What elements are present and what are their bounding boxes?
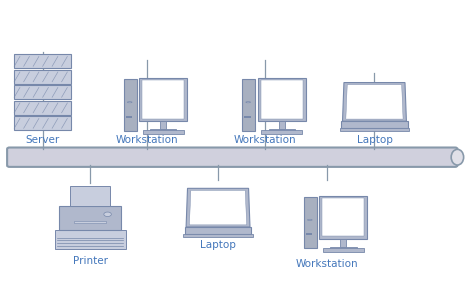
FancyBboxPatch shape xyxy=(262,130,302,134)
FancyBboxPatch shape xyxy=(142,80,184,119)
Polygon shape xyxy=(343,83,406,121)
FancyBboxPatch shape xyxy=(126,116,132,118)
FancyBboxPatch shape xyxy=(7,148,457,167)
FancyBboxPatch shape xyxy=(185,227,251,234)
Text: Workstation: Workstation xyxy=(296,259,358,269)
FancyBboxPatch shape xyxy=(160,121,166,129)
FancyBboxPatch shape xyxy=(261,80,303,119)
FancyBboxPatch shape xyxy=(14,117,71,130)
Polygon shape xyxy=(190,190,246,225)
Ellipse shape xyxy=(246,102,250,103)
FancyBboxPatch shape xyxy=(319,196,367,239)
Ellipse shape xyxy=(451,149,464,165)
FancyBboxPatch shape xyxy=(14,70,71,84)
FancyBboxPatch shape xyxy=(143,130,183,134)
FancyBboxPatch shape xyxy=(322,198,365,236)
FancyBboxPatch shape xyxy=(70,186,110,206)
FancyBboxPatch shape xyxy=(341,121,408,128)
Polygon shape xyxy=(186,188,250,227)
FancyBboxPatch shape xyxy=(183,234,253,237)
Ellipse shape xyxy=(128,102,132,103)
Text: Workstation: Workstation xyxy=(234,134,297,145)
FancyBboxPatch shape xyxy=(306,233,312,235)
FancyBboxPatch shape xyxy=(269,129,295,133)
Ellipse shape xyxy=(308,219,312,221)
Text: Laptop: Laptop xyxy=(356,134,392,145)
FancyBboxPatch shape xyxy=(258,78,306,121)
FancyBboxPatch shape xyxy=(74,221,106,223)
Text: Server: Server xyxy=(26,134,60,145)
FancyBboxPatch shape xyxy=(55,230,126,249)
FancyBboxPatch shape xyxy=(242,79,255,131)
FancyBboxPatch shape xyxy=(150,129,176,133)
FancyBboxPatch shape xyxy=(279,121,284,129)
FancyBboxPatch shape xyxy=(340,239,346,247)
FancyBboxPatch shape xyxy=(139,78,187,121)
Text: Workstation: Workstation xyxy=(116,134,178,145)
FancyBboxPatch shape xyxy=(124,79,137,131)
FancyBboxPatch shape xyxy=(14,55,71,68)
FancyBboxPatch shape xyxy=(59,206,121,230)
FancyBboxPatch shape xyxy=(14,101,71,115)
Ellipse shape xyxy=(104,212,111,217)
FancyBboxPatch shape xyxy=(330,247,356,250)
FancyBboxPatch shape xyxy=(304,197,317,248)
Text: Printer: Printer xyxy=(73,256,108,266)
FancyBboxPatch shape xyxy=(339,128,410,131)
Polygon shape xyxy=(346,85,403,119)
FancyBboxPatch shape xyxy=(14,86,71,99)
FancyBboxPatch shape xyxy=(244,116,251,118)
Text: Laptop: Laptop xyxy=(200,240,236,250)
FancyBboxPatch shape xyxy=(323,248,364,252)
